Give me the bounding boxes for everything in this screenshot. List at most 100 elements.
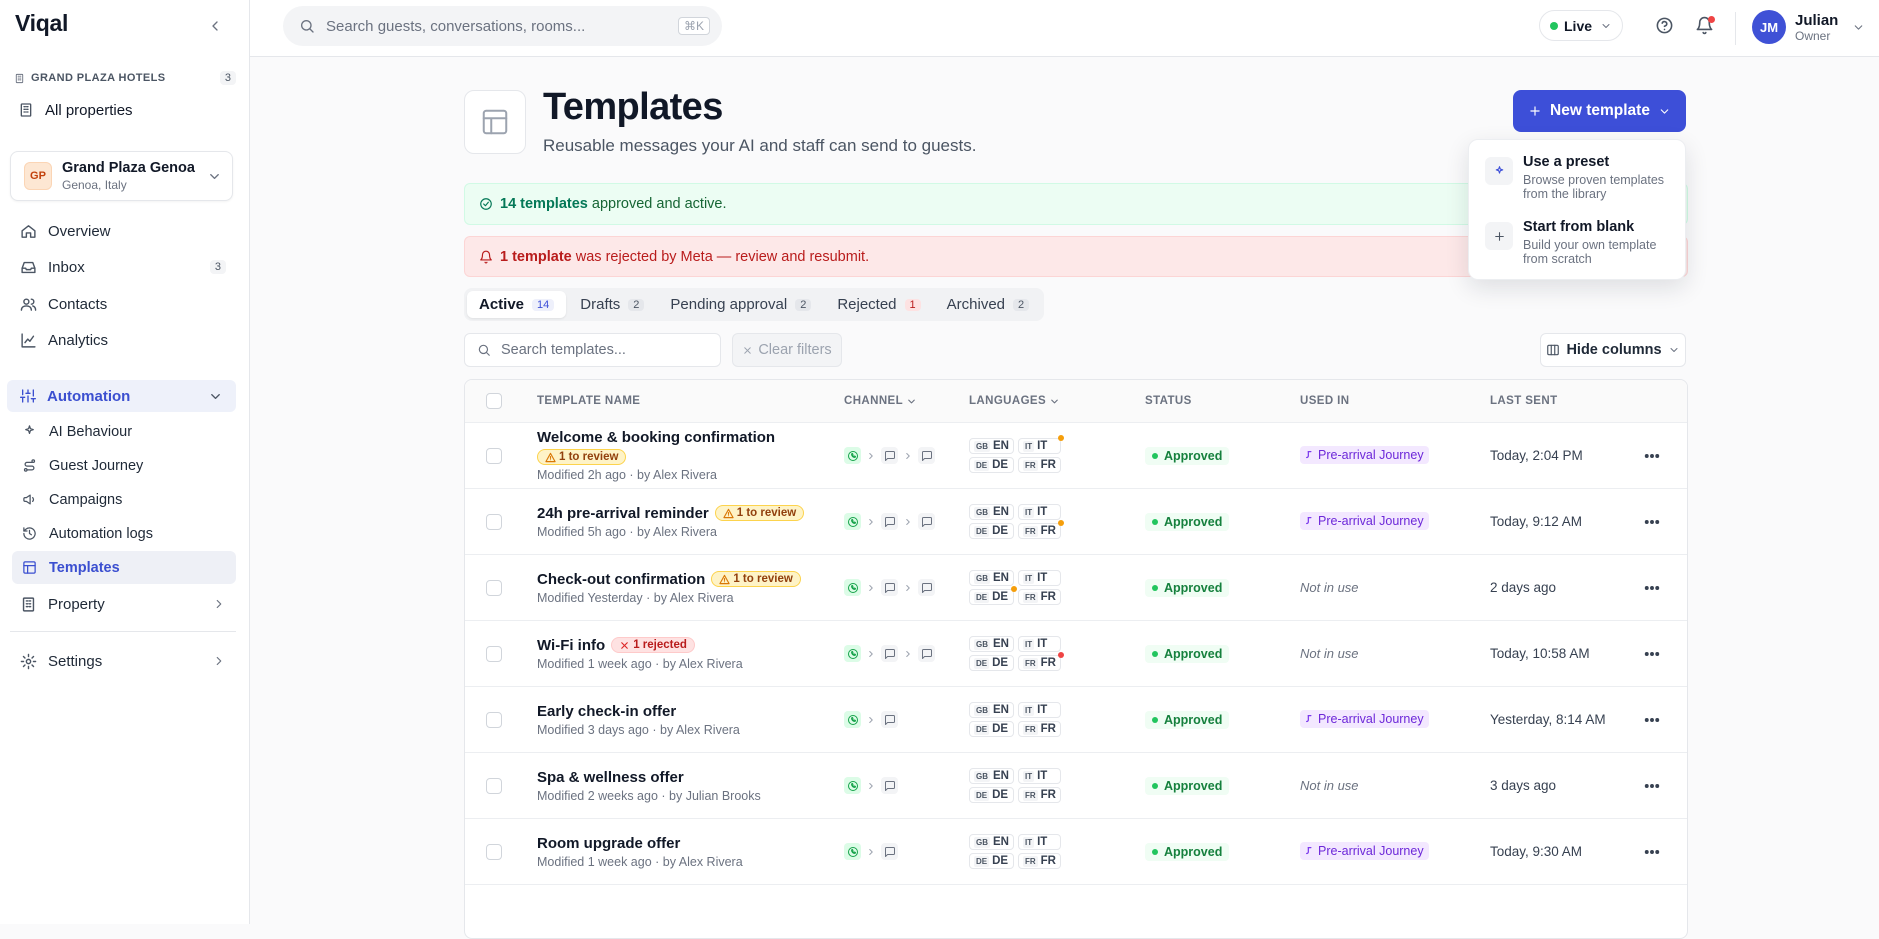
language-pill: FR FR — [1017, 853, 1061, 869]
checkbox[interactable] — [486, 393, 502, 409]
row-actions[interactable] — [1635, 777, 1669, 795]
nav-subitem[interactable]: AI Behaviour — [12, 415, 236, 448]
nav-label: All properties — [45, 101, 133, 119]
menu-icon — [1485, 222, 1513, 250]
nav-group[interactable]: Automation — [7, 380, 236, 412]
language-pill: GB EN — [969, 570, 1014, 586]
tab[interactable]: Archived 2 — [935, 291, 1041, 318]
row-actions[interactable] — [1635, 447, 1669, 465]
row-actions[interactable] — [1635, 645, 1669, 663]
row-actions[interactable] — [1635, 843, 1669, 861]
checkbox[interactable] — [486, 645, 502, 662]
global-search[interactable]: Search guests, conversations, rooms... ⌘K — [283, 6, 722, 46]
nav-subitem[interactable]: Campaigns — [12, 483, 236, 516]
table-row[interactable]: Room upgrade offer Modified 1 week ago · … — [465, 819, 1687, 885]
row-actions[interactable] — [1635, 513, 1669, 531]
table-row[interactable]: Wi-Fi info 1 rejected Modified 1 week ago … — [465, 621, 1687, 687]
divider — [10, 631, 236, 632]
icon — [921, 450, 932, 461]
button-label: New template — [1550, 102, 1650, 119]
journey-chip[interactable]: Pre-arrival Journey — [1300, 842, 1429, 860]
divider — [1735, 12, 1736, 45]
last-sent: Today, 9:12 AM — [1490, 514, 1583, 529]
nav-subitem[interactable]: Automation logs — [12, 517, 236, 550]
icon — [216, 599, 222, 609]
checkbox[interactable] — [486, 513, 502, 530]
nav-item[interactable]: Inbox 3 — [10, 249, 236, 285]
checkbox[interactable] — [486, 843, 502, 860]
icon — [23, 494, 35, 505]
nav-item[interactable]: Property — [10, 586, 236, 622]
menu-title: Start from blank — [1523, 219, 1635, 235]
name-cell: Early check-in offer Modified 3 days ago … — [537, 703, 844, 737]
tab[interactable]: Pending approval 2 — [658, 291, 823, 318]
property-switcher[interactable]: GP Grand Plaza Genoa Genoa, Italy — [10, 151, 233, 201]
property-text: Grand Plaza Genoa Genoa, Italy — [62, 160, 207, 192]
column-header[interactable]: LANGUAGES — [969, 395, 1145, 407]
status-pill: Approved — [1145, 645, 1230, 663]
checkbox[interactable] — [486, 579, 502, 596]
language-dot — [1058, 520, 1064, 526]
checkbox[interactable] — [486, 711, 502, 728]
checkbox[interactable] — [486, 777, 502, 794]
status-label: Approved — [1164, 449, 1223, 463]
tab[interactable]: Drafts 2 — [568, 291, 656, 318]
search-placeholder: Search guests, conversations, rooms... — [326, 17, 586, 35]
dropdown-menu: Use a preset Browse proven templates from… — [1468, 139, 1686, 280]
language-code: IT — [1037, 638, 1048, 650]
template-search[interactable]: Search templates... — [464, 333, 721, 367]
nav-item[interactable]: Contacts — [10, 286, 236, 322]
nav-item[interactable]: Overview — [10, 213, 236, 249]
status-cell: Approved — [1145, 842, 1300, 861]
table-row[interactable]: Welcome & booking confirmation 1 to revie… — [465, 423, 1687, 489]
icon — [921, 582, 932, 593]
checkbox[interactable] — [486, 447, 502, 464]
alert-strong: 1 template — [500, 248, 572, 265]
notification-dot — [1708, 16, 1715, 23]
icon — [1530, 106, 1540, 116]
language-flag: FR — [1022, 591, 1038, 603]
table-row[interactable]: Early check-in offer Modified 3 days ago … — [465, 687, 1687, 753]
column-header[interactable]: CHANNEL — [844, 395, 969, 407]
menu-item[interactable]: Start from blank Build your own template … — [1483, 219, 1679, 275]
icon — [1660, 108, 1669, 114]
user-avatar: JM — [1752, 10, 1786, 44]
icon — [884, 714, 895, 725]
status-pill[interactable]: Live — [1539, 10, 1623, 41]
row-actions[interactable] — [1635, 711, 1669, 729]
icon — [847, 780, 858, 791]
nav-item[interactable]: Analytics — [10, 322, 236, 358]
nav-subitem[interactable]: Templates — [12, 551, 236, 584]
icon — [869, 782, 873, 789]
channel-cell — [844, 711, 969, 728]
status-cell: Approved — [1145, 446, 1300, 465]
status-dot — [1152, 783, 1158, 789]
user-menu[interactable]: JM Julian Owner — [1752, 9, 1865, 45]
language-flag: GB — [974, 704, 990, 716]
tab[interactable]: Rejected 1 — [825, 291, 932, 318]
tab-label: Active — [479, 296, 525, 313]
used-in-cell: Pre-arrival Journey — [1300, 446, 1490, 465]
nav-subitem[interactable]: Guest Journey — [12, 449, 236, 482]
nav-label: Automation logs — [49, 525, 153, 542]
status-label: Approved — [1164, 515, 1223, 529]
tab[interactable]: Active 14 — [467, 291, 567, 318]
journey-chip[interactable]: Pre-arrival Journey — [1300, 710, 1429, 728]
clear-filters-button[interactable]: Clear filters — [732, 333, 842, 367]
table-row[interactable]: 24h pre-arrival reminder 1 to review Modif… — [465, 489, 1687, 555]
table-row[interactable]: Spa & wellness offer Modified 2 weeks ago… — [465, 753, 1687, 819]
column-label: STATUS — [1145, 395, 1192, 407]
hide-columns-button[interactable]: Hide columns — [1540, 333, 1686, 367]
nav-item[interactable]: Settings — [10, 643, 236, 679]
table-row[interactable]: Check-out confirmation 1 to review Modifie… — [465, 555, 1687, 621]
new-template-button[interactable]: New template — [1513, 90, 1686, 132]
review-flag: 1 to review — [714, 505, 805, 521]
channel-icon — [918, 513, 935, 530]
language-pill: IT IT — [1017, 702, 1061, 718]
row-actions[interactable] — [1635, 579, 1669, 597]
journey-chip[interactable]: Pre-arrival Journey — [1300, 512, 1429, 530]
journey-chip[interactable]: Pre-arrival Journey — [1300, 446, 1429, 464]
menu-item[interactable]: Use a preset Browse proven templates from… — [1483, 154, 1679, 210]
all-properties[interactable]: All properties — [18, 98, 233, 122]
used-in-cell: Pre-arrival Journey — [1300, 842, 1490, 861]
